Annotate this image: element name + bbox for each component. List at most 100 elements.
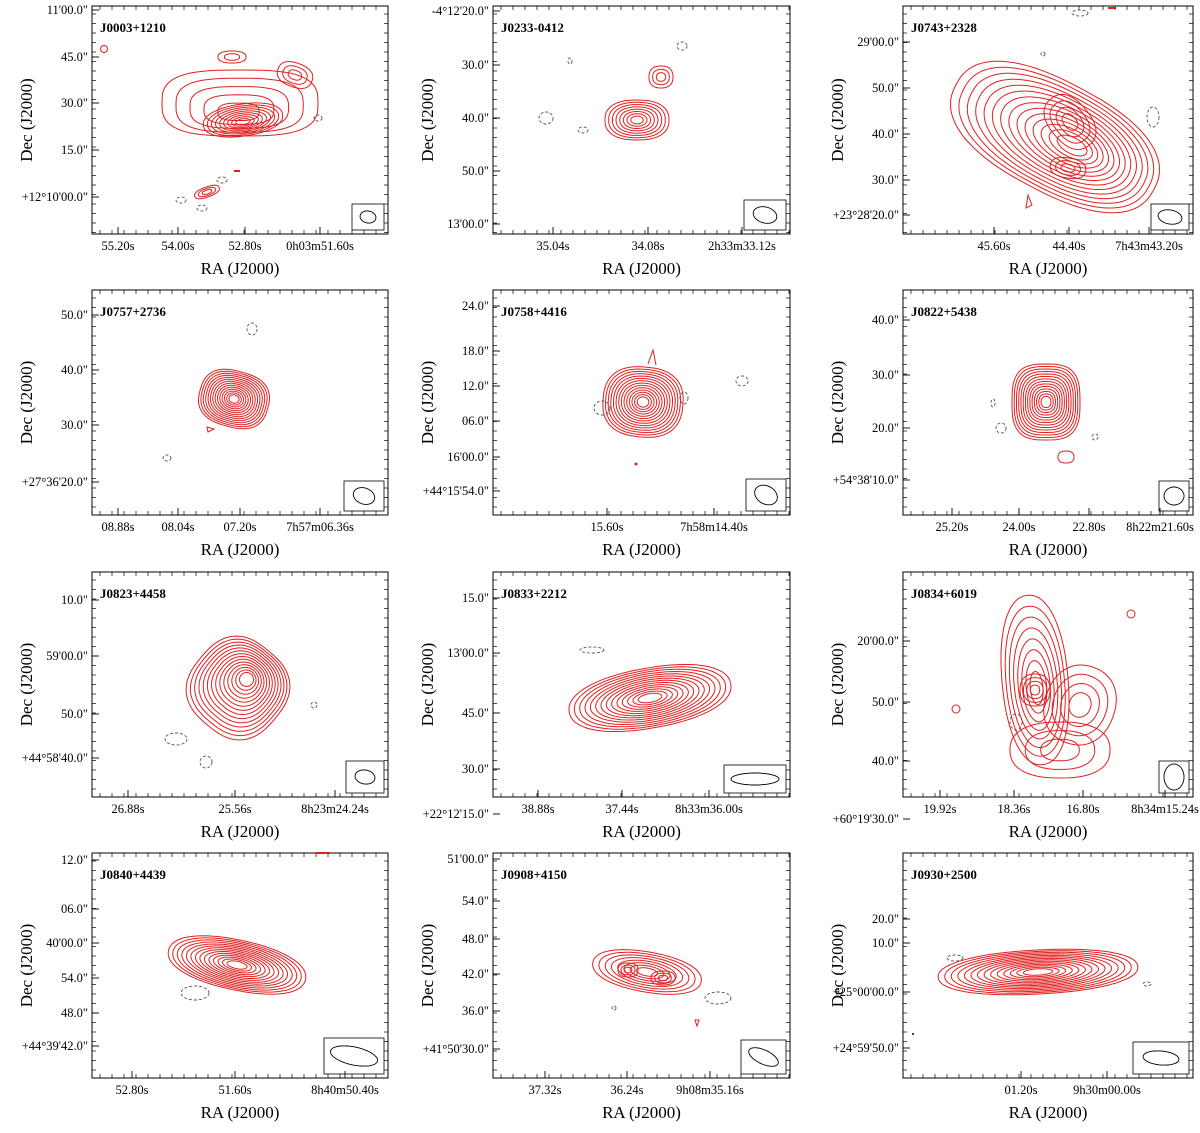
contour-level [617,959,677,985]
y-axis-title: Dec (J2000) [17,361,36,445]
y-tick-label: 40.0" [462,111,489,125]
negative-contour [1146,106,1160,128]
y-tick-label: +22°12'15.0" [423,807,489,821]
contour-level [198,368,270,430]
contour-level [213,954,261,976]
contour-level [615,106,659,134]
contour-level [632,690,668,706]
x-tick-label: 52.80s [116,1083,149,1097]
plot-frame [91,571,389,798]
y-tick-label: +44°15'54.0" [423,484,489,498]
negative-contour [216,176,228,184]
panel-j0758p4416: J0758+4416 15.60s 7h58m14.40s 24.0" 18.0" 12.… [418,289,791,559]
contour-level [584,670,716,726]
contour-level [1016,966,1060,978]
source-label: J0822+5438 [911,304,977,319]
contour-level [194,641,285,732]
contour-level [626,113,648,127]
x-tick-label: 24.00s [1003,520,1036,534]
contour-level [227,664,262,699]
contour-level [217,956,257,974]
x-tick-label: 51.60s [219,1083,252,1097]
y-tick-label: 06.0" [462,414,489,428]
contour-level [1008,616,1062,748]
contour-level [627,688,673,708]
contour-level [1003,963,1073,981]
contour-level [628,389,658,415]
contour-level [1043,664,1117,746]
x-tick-label: 25.20s [936,520,969,534]
y-axis-title: Dec (J2000) [828,643,847,727]
x-tick-label: 25.56s [219,802,252,816]
contour-level [1000,594,1070,766]
y-tick-label: 20.0" [872,912,899,926]
contour-level [181,941,293,989]
contour-level [620,382,666,422]
contour-level [100,45,108,53]
x-tick-label: 18.36s [998,802,1031,816]
contour-level [1025,193,1033,209]
negative-contour [611,1005,617,1011]
negative-contour [538,111,554,125]
y-axis-title: Dec (J2000) [17,924,36,1008]
contour-level [1023,677,1047,703]
y-axis-title: Dec (J2000) [418,643,437,727]
contour-level [1024,730,1096,770]
contour-level [1022,968,1054,976]
contour-level [613,375,673,429]
y-axis-title: Dec (J2000) [828,361,847,445]
contour-level [990,960,1086,984]
y-tick-label: 30.0" [462,58,489,72]
beam-box [740,1039,787,1075]
x-tick-label: 52.80s [229,239,262,253]
negative-contour [593,400,611,416]
contour-level [212,380,256,418]
contour-level [620,964,636,976]
contour-level [1032,118,1104,169]
contour-level [1016,368,1076,436]
contour-level [1008,102,1120,181]
y-tick-label: 16'00.0" [447,450,489,464]
negative-contour [704,991,732,1005]
contour-level [944,950,1132,994]
contour-level [611,104,663,136]
x-axis-title: RA (J2000) [602,540,681,559]
negative-contour [567,57,573,65]
beam-ellipse [752,206,778,224]
contour-level [199,949,275,981]
x-tick-label: 54.00s [162,239,195,253]
beam-ellipse [748,1047,779,1067]
panel-j0757p2736: J0757+2736 08.88s 08.04s 07.20s 7h57m06.36s 5… [17,289,389,559]
negative-contour [990,398,996,408]
source-label: J0233-0412 [501,20,564,35]
contour-level [193,184,221,200]
contour-level [200,370,268,428]
negative-contour [679,391,689,405]
contour-level [1013,365,1079,439]
contour-level [607,370,679,434]
x-axis-title: RA (J2000) [201,1103,280,1122]
source-label: J0757+2736 [100,304,166,319]
y-axis-title: Dec (J2000) [828,924,847,1008]
x-axis-title: RA (J2000) [1009,540,1088,559]
contour-level [647,348,657,366]
contour-level [1036,391,1056,413]
y-tick-label: -4°12'20.0" [432,4,489,18]
y-tick-label: +54°38'10.0" [833,473,899,487]
contour-level [619,108,655,132]
negative-contour [1142,981,1152,987]
negative-contour [1091,433,1099,441]
x-tick-label: 01.20s [1005,1083,1038,1097]
panel-j0834p6019: J0834+6019 19.92s 18.36s 16.80s 8h34m15.24s 2… [828,571,1199,841]
contour-level [579,668,721,728]
contour-level [287,69,303,81]
source-label: J0823+4458 [100,586,166,601]
contour-level [652,68,670,86]
plot-frame [492,289,791,516]
beam-ellipse [754,484,778,506]
beam-ellipse [1163,763,1185,791]
source-label: J0840+4439 [100,867,166,882]
source-label: J0834+6019 [911,586,977,601]
source-label: J0003+1210 [100,20,166,35]
